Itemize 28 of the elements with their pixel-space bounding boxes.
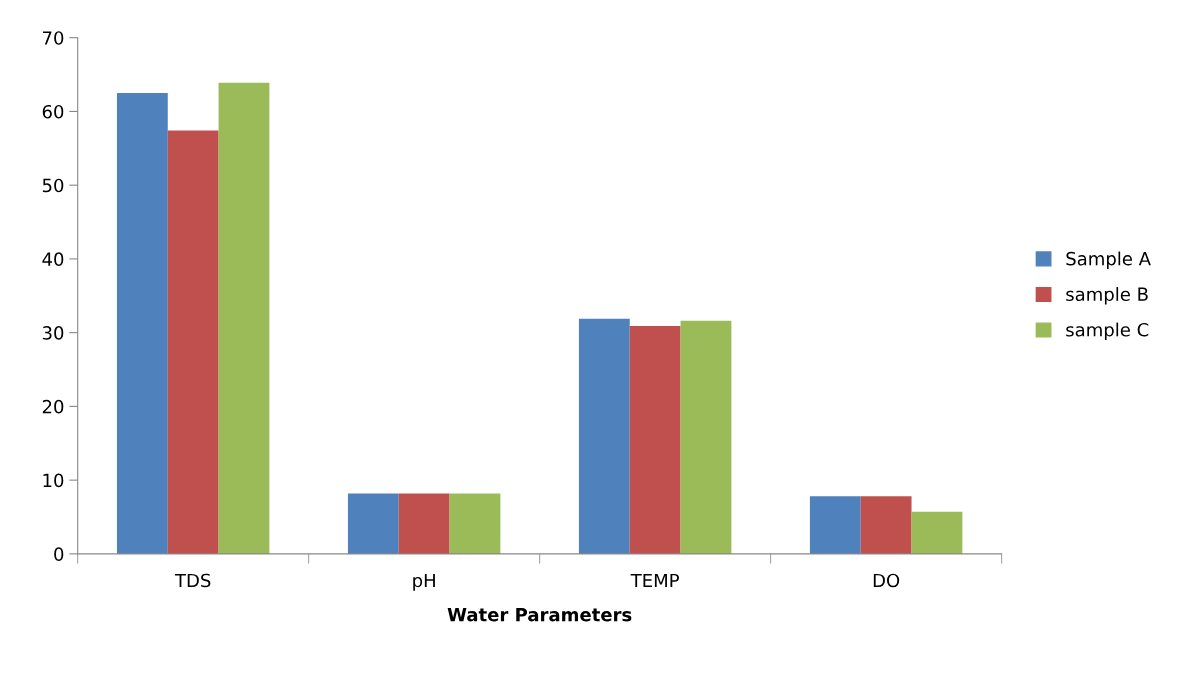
legend-label: sample C <box>1066 322 1149 341</box>
bar <box>578 318 630 554</box>
x-tick-label: DO <box>873 573 900 588</box>
bar <box>116 92 168 554</box>
bar <box>860 496 912 554</box>
bar <box>347 493 399 554</box>
y-tick-label: 30 <box>42 326 64 340</box>
bar <box>398 493 450 554</box>
y-tick-label: 60 <box>42 104 64 119</box>
bar <box>680 320 732 554</box>
y-tick-label: 0 <box>54 547 64 561</box>
legend-label: sample B <box>1066 287 1148 305</box>
y-tick-label: 20 <box>42 399 64 414</box>
y-tick-label: 40 <box>42 252 64 267</box>
y-tick-label: 10 <box>43 473 64 488</box>
x-axis-title: Water Parameters <box>447 608 632 622</box>
y-tick-label: 50 <box>42 178 64 193</box>
x-tick-label: TEMP <box>630 573 679 588</box>
y-tick-label: 70 <box>42 31 64 45</box>
bar <box>809 496 861 554</box>
x-tick-label: TDS <box>174 573 211 588</box>
bar <box>167 130 219 554</box>
bar <box>911 511 963 554</box>
legend-label: Sample A <box>1066 251 1151 269</box>
bar <box>218 82 270 554</box>
bar <box>449 493 501 554</box>
x-tick-label: pH <box>413 573 435 591</box>
bar <box>629 326 681 554</box>
